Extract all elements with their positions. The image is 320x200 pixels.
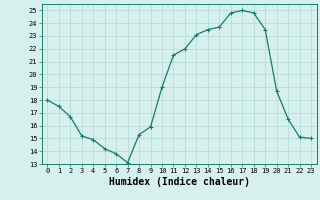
X-axis label: Humidex (Indice chaleur): Humidex (Indice chaleur) [109,177,250,187]
